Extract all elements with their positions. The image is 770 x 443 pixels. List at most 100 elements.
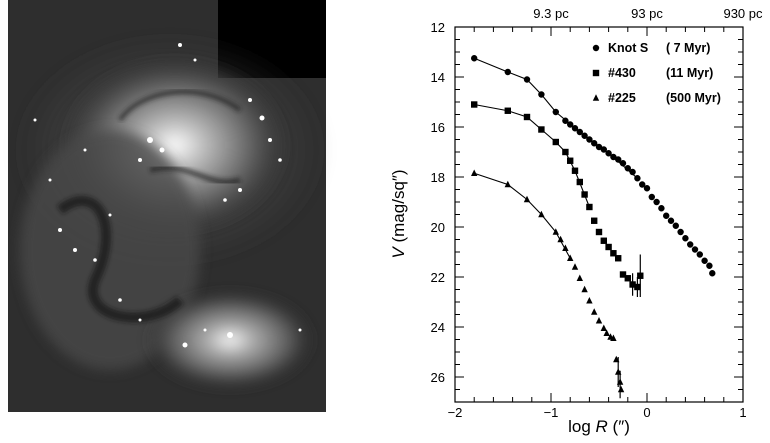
data-point-square	[538, 126, 545, 133]
data-point-circle	[709, 270, 716, 277]
data-point-circle	[643, 185, 651, 192]
x-axis-label: log R (″)	[568, 417, 630, 436]
data-point-triangle	[600, 324, 607, 332]
data-point-circle	[701, 257, 708, 264]
data-point-circle	[562, 117, 569, 124]
x-tick-label: −1	[544, 405, 559, 420]
data-point-square	[523, 113, 531, 121]
data-point-circle	[504, 68, 511, 76]
data-point-circle	[667, 217, 675, 224]
y-tick-label: 24	[431, 320, 445, 335]
data-point-triangle	[523, 195, 531, 203]
data-point-triangle	[552, 228, 559, 235]
y-tick-label: 20	[431, 220, 445, 235]
y-tick-label: 14	[431, 70, 445, 85]
top-axis-label: 9.3 pc	[533, 6, 569, 21]
data-point-square	[624, 275, 631, 282]
data-point-square	[471, 101, 478, 108]
data-point-triangle	[613, 355, 620, 363]
x-tick-label: −2	[448, 405, 463, 420]
series-line-1	[474, 103, 590, 208]
data-point-circle	[567, 121, 574, 128]
data-point-square	[576, 178, 583, 186]
data-point-circle	[610, 153, 617, 161]
top-axis-label: 930 pc	[723, 6, 763, 21]
data-point-triangle	[617, 385, 625, 393]
data-point-circle	[605, 150, 612, 157]
data-point-square	[637, 272, 644, 279]
data-point-circle	[619, 160, 627, 167]
data-point-circle	[672, 222, 679, 229]
data-point-triangle	[595, 316, 603, 324]
legend-marker-circle	[592, 44, 600, 52]
data-point-square	[634, 283, 641, 291]
data-point-circle	[586, 136, 593, 143]
data-point-square	[629, 281, 636, 288]
data-point-square	[610, 250, 617, 257]
data-point-square	[605, 243, 612, 251]
data-point-circle	[552, 108, 559, 116]
y-tick-label: 12	[431, 20, 445, 35]
data-point-circle	[576, 128, 583, 136]
data-point-circle	[687, 241, 694, 248]
data-point-square	[571, 167, 579, 174]
data-point-triangle	[562, 244, 569, 252]
data-point-circle	[615, 156, 622, 163]
y-axis-unit: (mag/sq″)	[389, 169, 408, 247]
series-line-2	[474, 172, 571, 259]
data-point-triangle	[557, 235, 564, 243]
data-point-square	[552, 138, 559, 146]
data-point-square	[591, 217, 598, 224]
data-point-circle	[691, 246, 699, 253]
data-point-triangle	[586, 296, 593, 304]
data-point-circle	[663, 212, 670, 219]
data-point-square	[581, 191, 588, 198]
legend-marker-square	[592, 69, 600, 77]
data-point-circle	[648, 193, 655, 201]
data-point-triangle	[616, 378, 624, 385]
data-point-circle	[634, 175, 641, 182]
data-point-circle	[591, 140, 598, 147]
data-point-triangle	[504, 180, 511, 188]
data-point-circle	[653, 198, 660, 206]
legend-series-name: #225	[608, 91, 636, 105]
data-point-circle	[523, 76, 531, 83]
legend-series-age: (500 Myr)	[666, 91, 721, 105]
data-point-circle	[571, 125, 579, 132]
data-point-square	[619, 271, 627, 278]
data-point-circle	[639, 181, 646, 188]
data-point-triangle	[567, 254, 574, 262]
data-point-triangle	[571, 263, 579, 270]
data-point-triangle	[581, 285, 588, 293]
data-point-circle	[706, 262, 713, 269]
x-axis-variable: R	[596, 417, 608, 436]
data-point-square	[504, 107, 511, 114]
data-point-triangle	[603, 329, 610, 337]
data-point-circle	[682, 235, 689, 242]
data-point-triangle	[471, 169, 478, 177]
legend-series-name: #430	[608, 66, 636, 80]
data-point-triangle	[538, 210, 545, 218]
data-point-circle	[696, 251, 703, 258]
data-point-circle	[581, 132, 588, 139]
data-point-triangle	[576, 274, 583, 282]
data-point-square	[600, 237, 607, 244]
legend-marker-triangle	[592, 94, 600, 101]
legend-series-age: ( 7 Myr)	[666, 41, 710, 55]
legend-series-name: Knot S	[608, 41, 648, 55]
data-point-square	[586, 203, 593, 211]
data-point-square	[567, 157, 574, 164]
plot-frame	[454, 26, 744, 403]
data-point-square	[595, 228, 603, 236]
data-point-circle	[658, 205, 665, 212]
y-axis-label: V (mag/sq″)	[389, 169, 408, 258]
data-point-square	[562, 148, 569, 156]
y-tick-label: 26	[431, 370, 445, 385]
y-tick-label: 18	[431, 170, 445, 185]
data-point-triangle	[615, 368, 622, 375]
galaxy-photo	[8, 0, 330, 412]
y-axis-variable: V	[389, 246, 408, 259]
data-point-circle	[600, 146, 607, 153]
data-point-circle	[595, 143, 603, 151]
data-point-circle	[624, 165, 631, 172]
